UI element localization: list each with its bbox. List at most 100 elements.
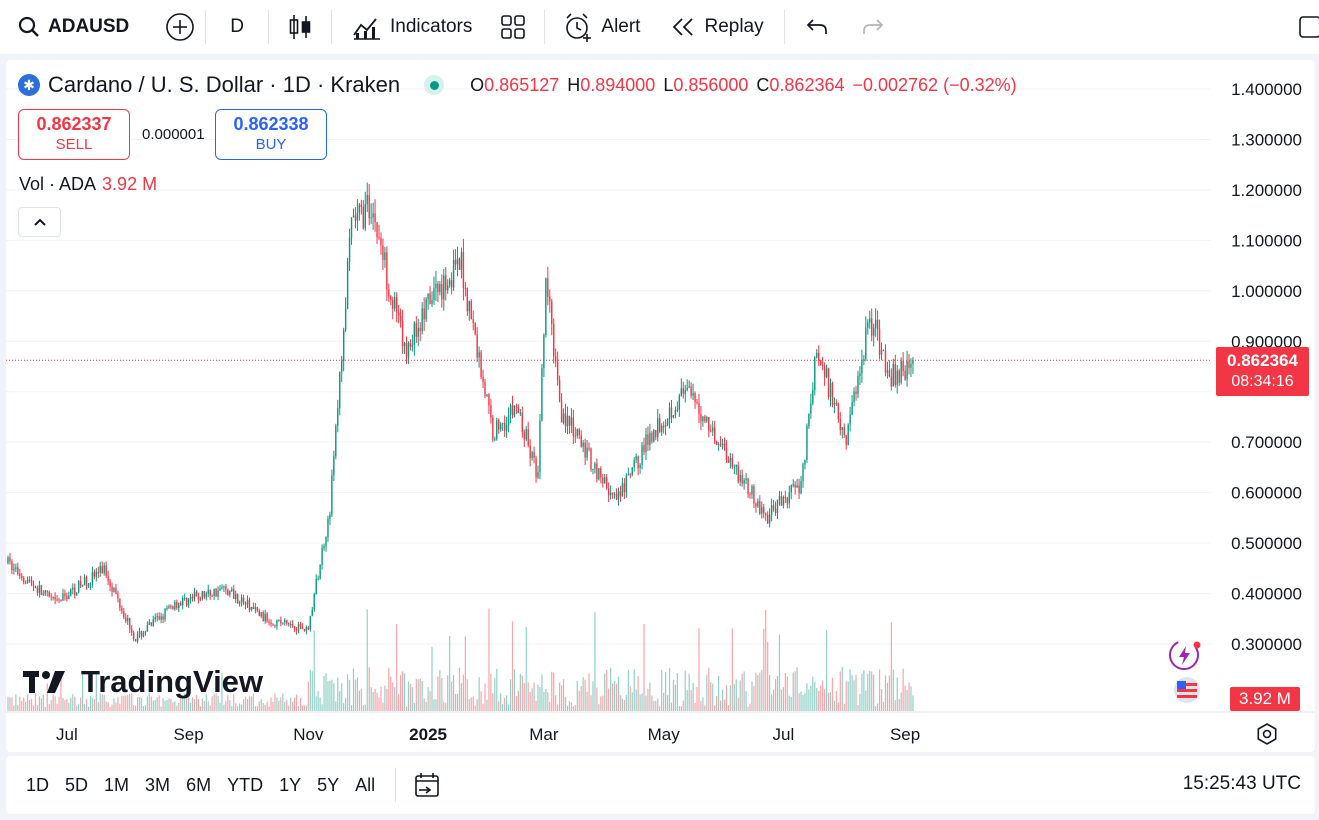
candle-body (419, 327, 421, 332)
volume-bar (189, 702, 192, 711)
candle-body (588, 447, 590, 449)
utc-clock[interactable]: 15:25:43 UTC (1182, 773, 1301, 794)
volume-bar (666, 695, 669, 711)
undo-button[interactable] (785, 0, 849, 54)
market-status-icon[interactable] (424, 75, 445, 95)
volume-bar (121, 695, 123, 711)
range-ytd-button[interactable]: YTD (227, 774, 264, 795)
candle-body (319, 564, 321, 579)
volume-bar (221, 672, 223, 711)
volume-scale-label: 3.92 M (1230, 687, 1300, 711)
volume-bar (292, 701, 294, 711)
sell-button[interactable]: 0.862337 SELL (18, 109, 130, 160)
range-1d-button[interactable]: 1D (26, 774, 50, 795)
volume-bar (239, 703, 241, 711)
candle-body (743, 480, 745, 484)
volume-bar (735, 679, 737, 711)
replay-button[interactable]: Replay (650, 0, 773, 54)
volume-bar (896, 677, 898, 711)
range-3m-button[interactable]: 3M (145, 774, 171, 795)
volume-bar (390, 676, 392, 711)
volume-bar (478, 677, 480, 711)
volume-bar (358, 690, 360, 711)
candle-body (305, 627, 308, 631)
volume-bar (698, 628, 700, 711)
volume-bar (500, 693, 502, 711)
volume-bar (761, 669, 763, 711)
volume-bar (419, 678, 421, 711)
candle-body (368, 195, 370, 219)
layouts-button[interactable] (482, 0, 544, 54)
chart-type-button[interactable] (269, 0, 331, 54)
volume-bar (201, 698, 203, 711)
range-5y-button[interactable]: 5Y (317, 774, 340, 795)
volume-bar (405, 706, 408, 711)
toolbar-divider (783, 10, 785, 44)
candle-body (592, 468, 594, 470)
candle-body (698, 402, 700, 414)
compare-symbol-button[interactable] (155, 0, 205, 54)
indicators-button[interactable]: Indicators (332, 0, 482, 54)
volume-bar (354, 679, 357, 711)
volume-bar (659, 706, 661, 711)
redo-button[interactable] (849, 0, 897, 54)
candle-body (625, 475, 628, 493)
go-to-date-button[interactable] (414, 771, 442, 799)
range-1y-button[interactable]: 1Y (279, 774, 302, 795)
volume-bar (28, 699, 31, 711)
volume-bar (651, 695, 653, 711)
time-tick-label: Jul (56, 725, 78, 744)
volume-bar (482, 703, 484, 711)
price-scale[interactable]: 1.400000 1.300000 1.200000 1.100000 1.000000… (1231, 80, 1302, 654)
candle-body (653, 429, 655, 442)
volume-bar (586, 691, 588, 711)
volume-bar (888, 675, 890, 711)
candle-body (115, 587, 117, 594)
candle-body (407, 342, 410, 358)
volume-bar (645, 695, 647, 711)
range-1m-button[interactable]: 1M (104, 774, 130, 795)
volume-bar (511, 621, 514, 711)
volume-bar (833, 700, 836, 711)
range-5d-button[interactable]: 5D (65, 774, 89, 795)
candle-body (745, 478, 747, 481)
volume-bar (517, 690, 519, 711)
candle-body (892, 363, 895, 387)
candle-body (399, 315, 402, 321)
candle-body (617, 491, 620, 500)
candle-body (576, 429, 578, 436)
candle-body (388, 289, 390, 297)
symbol-search-button[interactable]: ADAUSD (0, 0, 139, 54)
volume-bar (706, 674, 708, 711)
interval-button[interactable]: D (206, 0, 268, 54)
indicators-label: Indicators (390, 16, 473, 37)
alert-button[interactable]: Alert (545, 0, 650, 54)
volume-bar (197, 699, 200, 711)
scale-settings-icon[interactable] (1257, 723, 1277, 745)
candle-body (386, 252, 388, 290)
candle-body (252, 606, 255, 610)
candle-body (537, 471, 539, 478)
range-6m-button[interactable]: 6M (186, 774, 212, 795)
volume-bar (474, 705, 476, 711)
volume-bar (85, 699, 88, 711)
lightning-icon[interactable] (1169, 640, 1201, 670)
fullscreen-button[interactable] (1292, 0, 1319, 54)
candle-body (445, 275, 447, 291)
candle-body (209, 589, 211, 596)
volume-bar (772, 689, 775, 711)
time-scale[interactable]: Jul Sep Nov 2025 Mar May Jul Sep (56, 725, 920, 744)
range-all-button[interactable]: All (355, 774, 376, 795)
chart-pane[interactable]: 1.400000 1.300000 1.200000 1.100000 1.000000… (6, 60, 1315, 752)
collapse-legend-button[interactable] (18, 207, 61, 237)
price-chart[interactable]: 1.400000 1.300000 1.200000 1.100000 1.000000… (6, 60, 1315, 752)
volume-bar (199, 706, 201, 711)
candle-body (598, 468, 600, 480)
volume-bar (27, 694, 29, 711)
buy-button[interactable]: 0.862338 BUY (215, 109, 327, 160)
candle-body (93, 572, 96, 577)
tradingview-logo[interactable]: TradingView (23, 664, 263, 700)
sell-label: SELL (55, 136, 93, 153)
volume-bar (621, 698, 624, 711)
volume-bar (392, 682, 394, 711)
